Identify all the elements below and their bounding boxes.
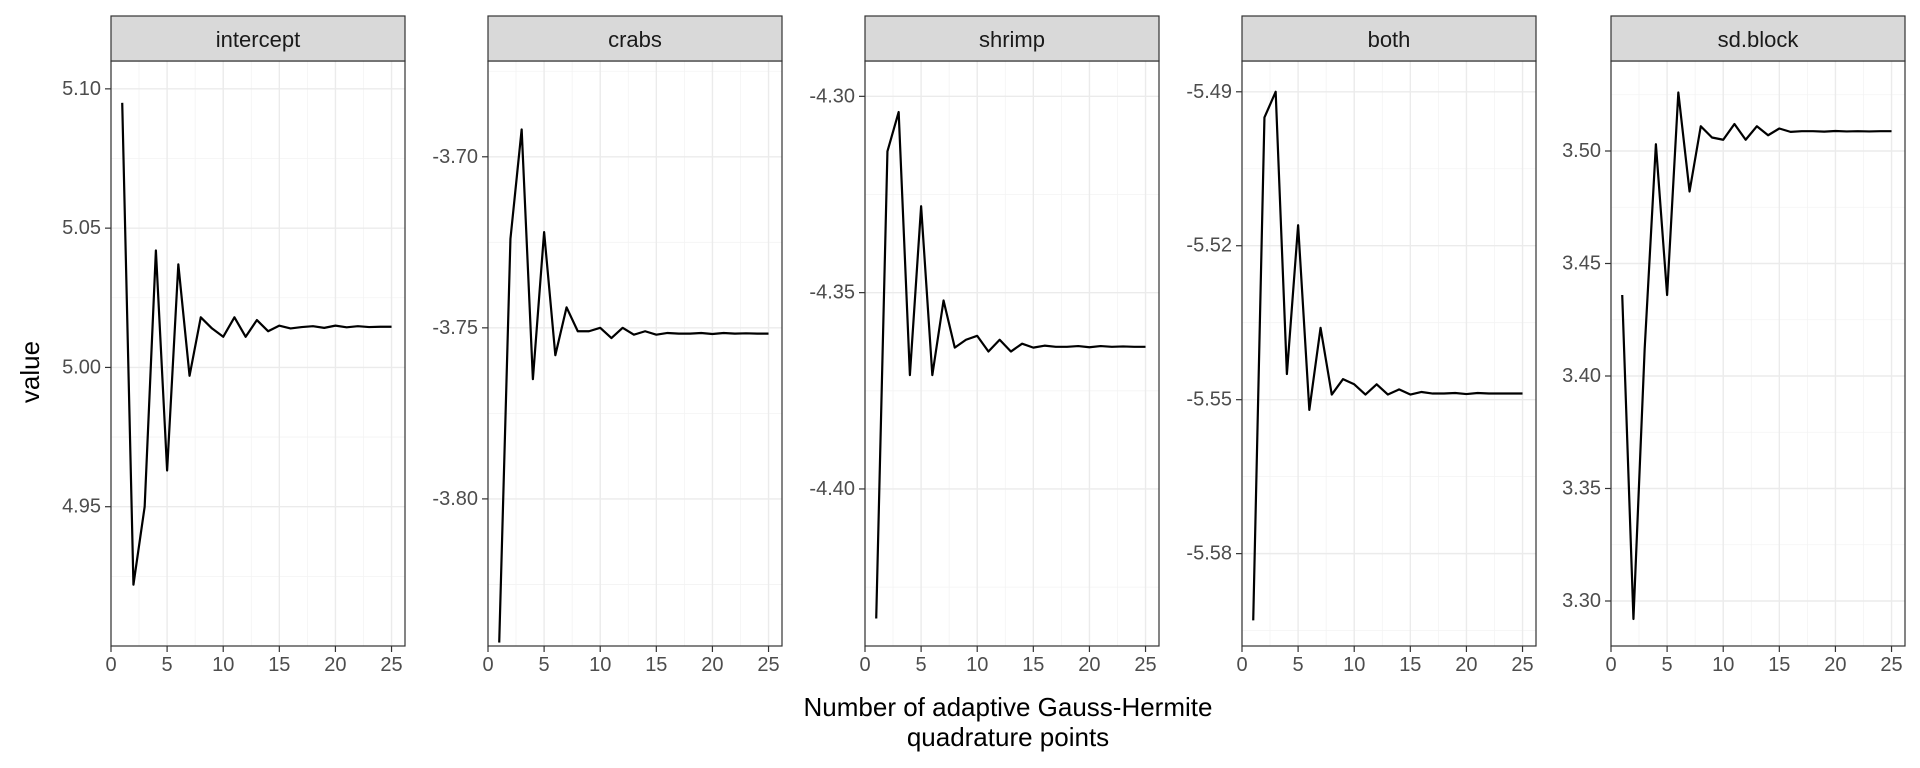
y-tick-label: -3.70: [432, 146, 478, 168]
y-tick-label: -3.75: [432, 317, 478, 339]
x-tick-label: 5: [162, 654, 173, 676]
x-tick-label: 10: [212, 654, 234, 676]
panel-background: [865, 61, 1159, 646]
facet-strip-label: both: [1368, 27, 1411, 52]
x-tick-label: 10: [966, 654, 988, 676]
x-tick-label: 15: [268, 654, 290, 676]
x-tick-label: 15: [1022, 654, 1044, 676]
x-tick-label: 25: [1880, 654, 1902, 676]
x-tick-label: 10: [1343, 654, 1365, 676]
panel-background: [1611, 61, 1905, 646]
panel-intercept: intercept 4.95 5.00 5.05 5.10 0 5 10 15 20 25: [62, 15, 406, 676]
x-tick-label: 20: [701, 654, 723, 676]
y-tick-label: -5.49: [1186, 81, 1232, 103]
panel-background: [1242, 61, 1536, 646]
x-tick-label: 0: [859, 654, 870, 676]
facet-strip: [1610, 15, 1906, 62]
y-tick-label: -5.52: [1186, 235, 1232, 257]
x-tick-label: 5: [1293, 654, 1304, 676]
x-tick-label: 10: [1712, 654, 1734, 676]
x-tick-label: 10: [589, 654, 611, 676]
facet-strip: [110, 15, 406, 62]
y-tick-label: 5.05: [62, 217, 101, 239]
panel-shrimp: shrimp -4.40 -4.35 -4.30 0 5 10 15 20 25: [809, 15, 1160, 676]
x-tick-label: 15: [1399, 654, 1421, 676]
y-axis-title: value: [15, 341, 45, 403]
x-tick-label: 25: [380, 654, 402, 676]
x-tick-label: 0: [1236, 654, 1247, 676]
facet-strip-label: shrimp: [979, 27, 1045, 52]
y-tick-label: 3.40: [1562, 365, 1601, 387]
x-tick-label: 0: [1605, 654, 1616, 676]
panel-background: [111, 61, 405, 646]
y-tick-label: -4.40: [809, 478, 855, 500]
x-tick-label: 25: [757, 654, 779, 676]
y-tick-label: -3.80: [432, 488, 478, 510]
x-tick-label: 15: [1768, 654, 1790, 676]
facet-strip-label: sd.block: [1718, 27, 1800, 52]
x-tick-label: 20: [1824, 654, 1846, 676]
x-tick-label: 0: [482, 654, 493, 676]
facet-strip: [864, 15, 1160, 62]
facet-strip: [487, 15, 783, 62]
x-tick-label: 20: [324, 654, 346, 676]
x-tick-label: 5: [1662, 654, 1673, 676]
y-tick-label: 5.10: [62, 78, 101, 100]
panel-both: both -5.58 -5.55 -5.52 -5.49 0 5 10 15 20 25: [1186, 15, 1537, 676]
series-line-both: [1252, 90, 1523, 621]
y-tick-label: 3.35: [1562, 478, 1601, 500]
facet-strip-label: crabs: [608, 27, 662, 52]
x-tick-label: 5: [539, 654, 550, 676]
series-line-crabs: [498, 128, 769, 643]
x-tick-label: 5: [916, 654, 927, 676]
x-axis-title-line: quadrature points: [907, 722, 1109, 752]
x-axis-title: Number of adaptive Gauss-Hermite quadratu…: [804, 692, 1213, 752]
y-tick-label: 3.30: [1562, 590, 1601, 612]
x-tick-label: 25: [1134, 654, 1156, 676]
y-tick-label: -4.35: [809, 282, 855, 304]
x-tick-label: 20: [1078, 654, 1100, 676]
y-tick-label: 5.00: [62, 356, 101, 378]
x-axis-title-line: Number of adaptive Gauss-Hermite: [804, 692, 1213, 722]
series-line-shrimp: [875, 110, 1146, 619]
series-line-sd-block: [1621, 91, 1892, 621]
y-tick-label: 4.95: [62, 496, 101, 518]
x-tick-label: 20: [1455, 654, 1477, 676]
y-tick-label: -5.55: [1186, 389, 1232, 411]
facet-strip: [1241, 15, 1537, 62]
y-tick-label: 3.45: [1562, 253, 1601, 275]
series-line-intercept: [121, 102, 392, 586]
panel-sd-block: sd.block 3.30 3.35 3.40 3.45 3.50 0 5 10 15 20 25: [1562, 15, 1906, 676]
panel-crabs: crabs -3.80 -3.75 -3.70 0 5 10 15 20 25: [432, 15, 783, 676]
y-tick-label: 3.50: [1562, 140, 1601, 162]
x-tick-label: 25: [1511, 654, 1533, 676]
facet-strip-label: intercept: [216, 27, 300, 52]
x-tick-label: 0: [105, 654, 116, 676]
y-tick-label: -4.30: [809, 85, 855, 107]
panel-background: [488, 61, 782, 646]
x-tick-label: 15: [645, 654, 667, 676]
y-tick-label: -5.58: [1186, 543, 1232, 565]
